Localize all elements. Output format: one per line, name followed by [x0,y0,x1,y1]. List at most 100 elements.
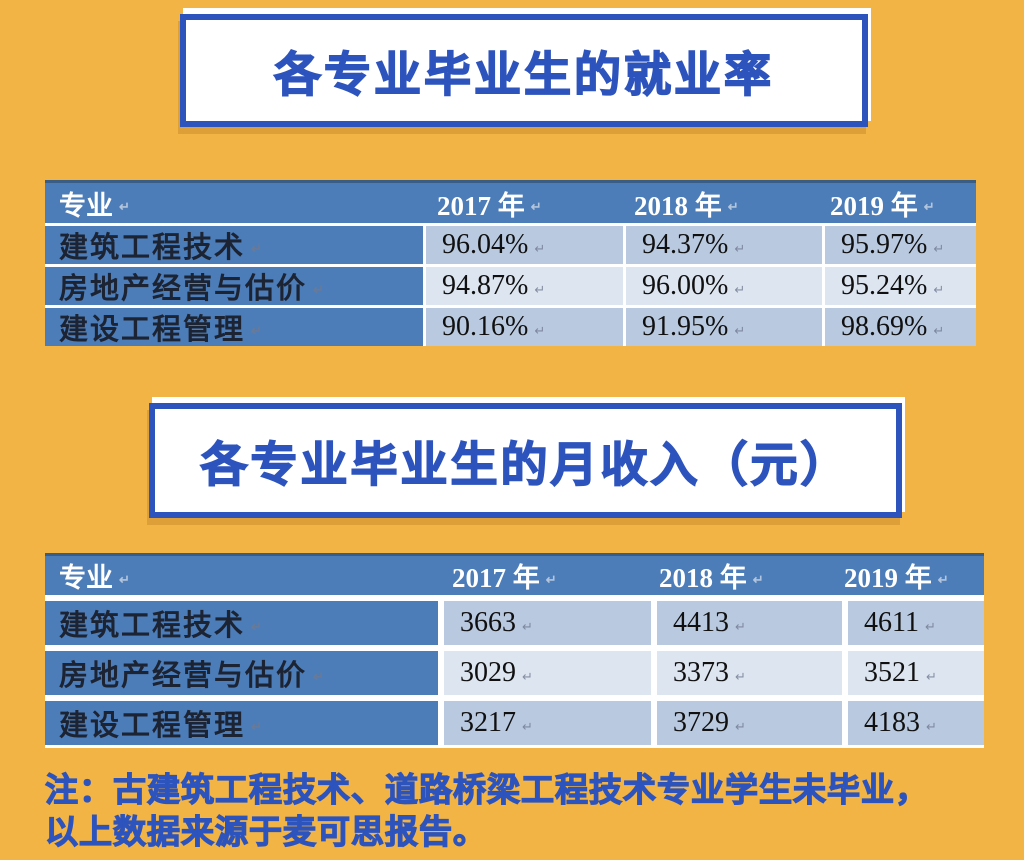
end-of-cell-mark: ↵ [534,282,546,297]
employment-rate-table-header-row: 专业 ↵ 2017 年 ↵ 2018 年 ↵ 2019 年 ↵ [45,180,976,223]
value-cell: 91.95% ↵ [626,308,822,346]
value-cell: 3373 ↵ [657,651,842,695]
value-cell: 96.00% ↵ [626,267,822,305]
header-cell-2: 2018 年 ↵ [645,556,830,595]
row-label-cell-text: 房地产经营与估价 [59,273,308,305]
value-cell: 4183 ↵ [848,701,984,745]
header-cell-1-text: 2017 年 [452,563,540,593]
value-cell: 95.24% ↵ [825,267,976,305]
value-cell-text: 94.87% [442,270,529,301]
title-box-employment-rate: 各专业毕业生的就业率 [180,14,868,127]
end-of-cell-mark: ↵ [937,571,949,587]
monthly-income-table: 专业 ↵ 2017 年 ↵ 2018 年 ↵ 2019 年 ↵ 建筑工程技术 ↵ 3663 ↵ 4413… [45,553,984,748]
end-of-cell-mark: ↵ [534,241,546,256]
value-cell: 3217 ↵ [444,701,651,745]
end-of-cell-mark: ↵ [734,241,746,256]
value-cell-text: 3521 [864,657,920,688]
header-cell-1-text: 2017 年 [437,190,525,221]
end-of-cell-mark: ↵ [545,571,557,587]
end-of-cell-mark: ↵ [735,619,746,634]
header-cell-3-text: 2019 年 [830,190,918,221]
end-of-cell-mark: ↵ [933,241,945,256]
row-label-cell-text: 建设工程管理 [59,710,246,742]
value-cell: 94.37% ↵ [626,226,822,264]
title-box-monthly-income: 各专业毕业生的月收入（元） [149,403,902,518]
value-cell: 95.97% ↵ [825,226,976,264]
row-label-cell-text: 建筑工程技术 [59,610,246,642]
value-cell-text: 4183 [864,707,920,738]
row-label-cell: 建筑工程技术 ↵ [45,601,438,645]
end-of-cell-mark: ↵ [522,719,533,734]
end-of-cell-mark: ↵ [119,571,130,587]
value-cell: 96.04% ↵ [426,226,623,264]
footnote-line-1: 注：古建筑工程技术、道路桥梁工程技术专业学生未毕业， [44,770,929,808]
header-cell-2: 2018 年 ↵ [620,184,816,223]
value-cell-text: 91.95% [642,311,729,342]
end-of-cell-mark: ↵ [735,719,746,734]
row-label-cell: 房地产经营与估价 ↵ [45,267,423,305]
end-of-cell-mark: ↵ [313,282,326,297]
end-of-cell-mark: ↵ [522,669,533,684]
value-cell-text: 95.24% [841,270,928,301]
header-cell-0-text: 专业 [59,190,113,221]
end-of-cell-mark: ↵ [251,241,264,256]
monthly-income-title: 各专业毕业生的月收入（元） [200,437,851,492]
row-label-cell-text: 房地产经营与估价 [59,660,308,692]
value-cell: 94.87% ↵ [426,267,623,305]
value-cell: 98.69% ↵ [825,308,976,346]
end-of-cell-mark: ↵ [251,323,264,338]
value-cell-text: 98.69% [841,311,928,342]
header-cell-0: 专业 ↵ [45,556,438,595]
value-cell-text: 90.16% [442,311,529,342]
header-cell-3: 2019 年 ↵ [816,184,967,223]
footnote-line-2: 以上数据来源于麦可思报告。 [44,812,487,850]
end-of-cell-mark: ↵ [735,669,746,684]
employment-rate-title: 各专业毕业生的就业率 [273,47,774,102]
end-of-cell-mark: ↵ [119,199,130,214]
value-cell-text: 3729 [673,707,729,738]
header-cell-1: 2017 年 ↵ [423,184,620,223]
end-of-cell-mark: ↵ [752,571,764,587]
value-cell-text: 4413 [673,607,729,638]
end-of-cell-mark: ↵ [522,619,533,634]
value-cell-text: 3373 [673,657,729,688]
end-of-cell-mark: ↵ [313,669,326,684]
value-cell-text: 96.04% [442,229,529,260]
end-of-cell-mark: ↵ [926,669,937,684]
header-cell-3-text: 2019 年 [844,563,932,593]
end-of-cell-mark: ↵ [530,199,542,214]
value-cell-text: 96.00% [642,270,729,301]
value-cell: 90.16% ↵ [426,308,623,346]
header-cell-3: 2019 年 ↵ [830,556,966,595]
value-cell: 3663 ↵ [444,601,651,645]
footnote: 注：古建筑工程技术、道路桥梁工程技术专业学生未毕业， 以上数据来源于麦可思报告。 [44,769,929,853]
row-label-cell-text: 建设工程管理 [59,314,246,346]
header-cell-1: 2017 年 ↵ [438,556,645,595]
end-of-cell-mark: ↵ [534,323,546,338]
value-cell-text: 95.97% [841,229,928,260]
header-cell-2-text: 2018 年 [659,563,747,593]
value-cell: 3521 ↵ [848,651,984,695]
value-cell: 4611 ↵ [848,601,984,645]
value-cell-text: 3663 [460,607,516,638]
end-of-cell-mark: ↵ [924,619,936,634]
monthly-income-table-body: 建筑工程技术 ↵ 3663 ↵ 4413 ↵ 4611 ↵ 房地产经营与估价 ↵ 3029 ↵ 3373… [45,595,984,748]
end-of-cell-mark: ↵ [734,323,746,338]
row-label-cell: 房地产经营与估价 ↵ [45,651,438,695]
value-cell: 4413 ↵ [657,601,842,645]
header-cell-0-text: 专业 [59,563,113,593]
employment-rate-table: 专业 ↵ 2017 年 ↵ 2018 年 ↵ 2019 年 ↵ 建筑工程技术 ↵ 96.04% ↵ 94… [45,180,976,346]
monthly-income-table-header-row: 专业 ↵ 2017 年 ↵ 2018 年 ↵ 2019 年 ↵ [45,553,984,595]
end-of-cell-mark: ↵ [933,323,945,338]
value-cell-text: 4611 [864,607,919,638]
value-cell-text: 3029 [460,657,516,688]
header-cell-2-text: 2018 年 [634,190,722,221]
end-of-cell-mark: ↵ [251,719,264,734]
end-of-cell-mark: ↵ [734,282,746,297]
end-of-cell-mark: ↵ [923,199,935,214]
row-label-cell-text: 建筑工程技术 [59,232,246,264]
row-label-cell: 建设工程管理 ↵ [45,701,438,745]
value-cell-text: 3217 [460,707,516,738]
end-of-cell-mark: ↵ [727,199,739,214]
row-label-cell: 建筑工程技术 ↵ [45,226,423,264]
